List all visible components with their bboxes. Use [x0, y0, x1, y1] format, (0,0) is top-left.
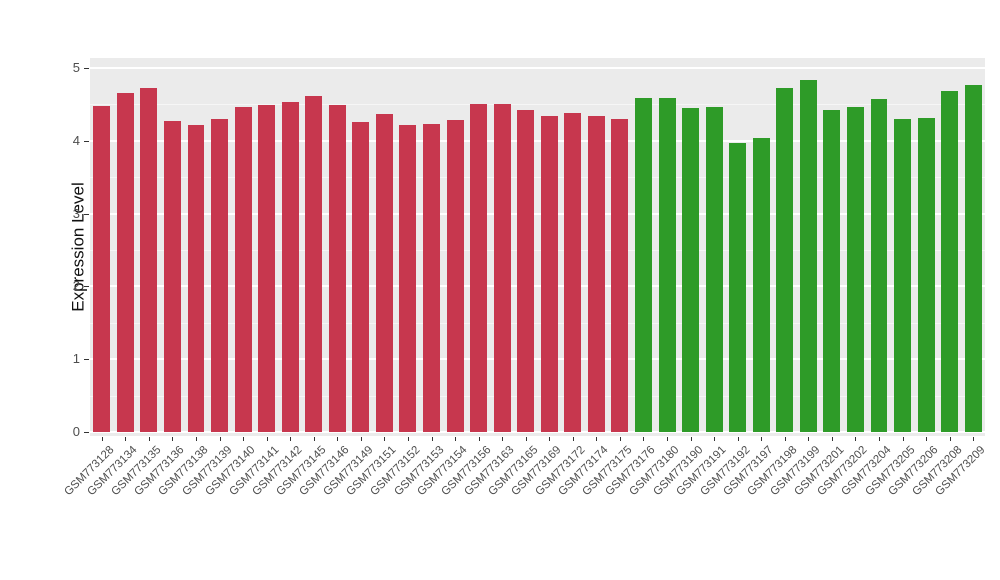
bar: [258, 105, 276, 432]
y-tick-mark: [84, 359, 89, 361]
y-tick-mark: [84, 286, 89, 288]
x-tick-mark: [219, 437, 221, 441]
x-tick-mark: [125, 437, 127, 441]
x-tick-mark: [148, 437, 150, 441]
x-tick-mark: [855, 437, 857, 441]
x-tick-mark: [407, 437, 409, 441]
x-tick-mark: [902, 437, 904, 441]
bar: [894, 118, 912, 432]
bar: [328, 105, 346, 432]
x-tick-mark: [455, 437, 457, 441]
x-tick-mark: [784, 437, 786, 441]
x-tick-mark: [266, 437, 268, 441]
x-tick-mark: [337, 437, 339, 441]
bar: [587, 116, 605, 432]
bar: [846, 106, 864, 432]
x-tick-mark: [949, 437, 951, 441]
bar: [964, 85, 982, 432]
gridline-major: [90, 67, 985, 69]
bar: [776, 88, 794, 432]
y-tick-mark: [84, 140, 89, 142]
y-tick-label: 5: [72, 60, 80, 75]
x-tick-mark: [502, 437, 504, 441]
bar: [752, 137, 770, 432]
x-tick-mark: [737, 437, 739, 441]
bar: [564, 113, 582, 432]
x-tick-mark: [313, 437, 315, 441]
x-tick-mark: [195, 437, 197, 441]
x-tick-mark: [690, 437, 692, 441]
y-tick-label: 1: [72, 351, 80, 367]
x-tick-mark: [619, 437, 621, 441]
bar: [493, 103, 511, 432]
bar: [705, 106, 723, 432]
x-tick-mark: [714, 437, 716, 441]
bar: [658, 97, 676, 432]
bar: [375, 113, 393, 432]
bar: [517, 109, 535, 432]
x-tick-mark: [879, 437, 880, 441]
bar: [116, 93, 134, 432]
bar: [470, 103, 488, 432]
bar: [870, 98, 888, 432]
bar: [163, 121, 181, 432]
x-tick-mark: [101, 437, 103, 441]
y-tick-label: 3: [72, 205, 80, 221]
bar: [305, 96, 323, 432]
bar: [423, 124, 440, 432]
y-tick-label: 2: [72, 278, 80, 294]
bar: [823, 110, 841, 432]
x-tick-mark: [172, 437, 174, 441]
x-tick-mark: [761, 437, 763, 441]
bar: [611, 118, 629, 432]
bar: [211, 118, 228, 432]
x-tick-mark: [525, 437, 527, 441]
gridline-minor: [90, 104, 985, 106]
bar: [941, 90, 959, 432]
y-tick-label: 0: [72, 424, 80, 439]
x-tick-mark: [384, 437, 386, 441]
bar: [234, 107, 252, 432]
x-tick-mark: [808, 437, 810, 441]
bar: [799, 79, 817, 432]
panel: [90, 58, 985, 436]
x-tick-mark: [290, 437, 292, 441]
x-tick-mark: [926, 437, 928, 441]
bar: [281, 101, 299, 432]
bar: [682, 108, 700, 432]
bar: [540, 116, 558, 432]
bar: [729, 142, 747, 432]
bar: [187, 124, 205, 432]
x-tick-mark: [643, 437, 645, 441]
bar: [635, 97, 652, 432]
y-tick-mark: [84, 432, 89, 433]
x-tick-mark: [431, 437, 433, 441]
x-tick-mark: [243, 437, 245, 441]
y-tick-label: 4: [72, 132, 80, 148]
bar: [917, 118, 935, 432]
bar: [93, 105, 111, 432]
x-tick-mark: [549, 437, 551, 441]
bar: [446, 120, 464, 432]
x-tick-mark: [572, 437, 574, 441]
bar: [140, 87, 158, 432]
bar: [352, 121, 370, 432]
bar: [399, 124, 417, 432]
y-tick-mark: [84, 68, 89, 69]
x-tick-mark: [360, 437, 362, 441]
x-tick-mark: [831, 437, 833, 441]
x-tick-mark: [478, 437, 480, 441]
x-tick-mark: [973, 437, 975, 441]
x-tick-mark: [667, 437, 669, 441]
x-tick-mark: [596, 437, 598, 441]
y-tick-mark: [84, 213, 89, 215]
